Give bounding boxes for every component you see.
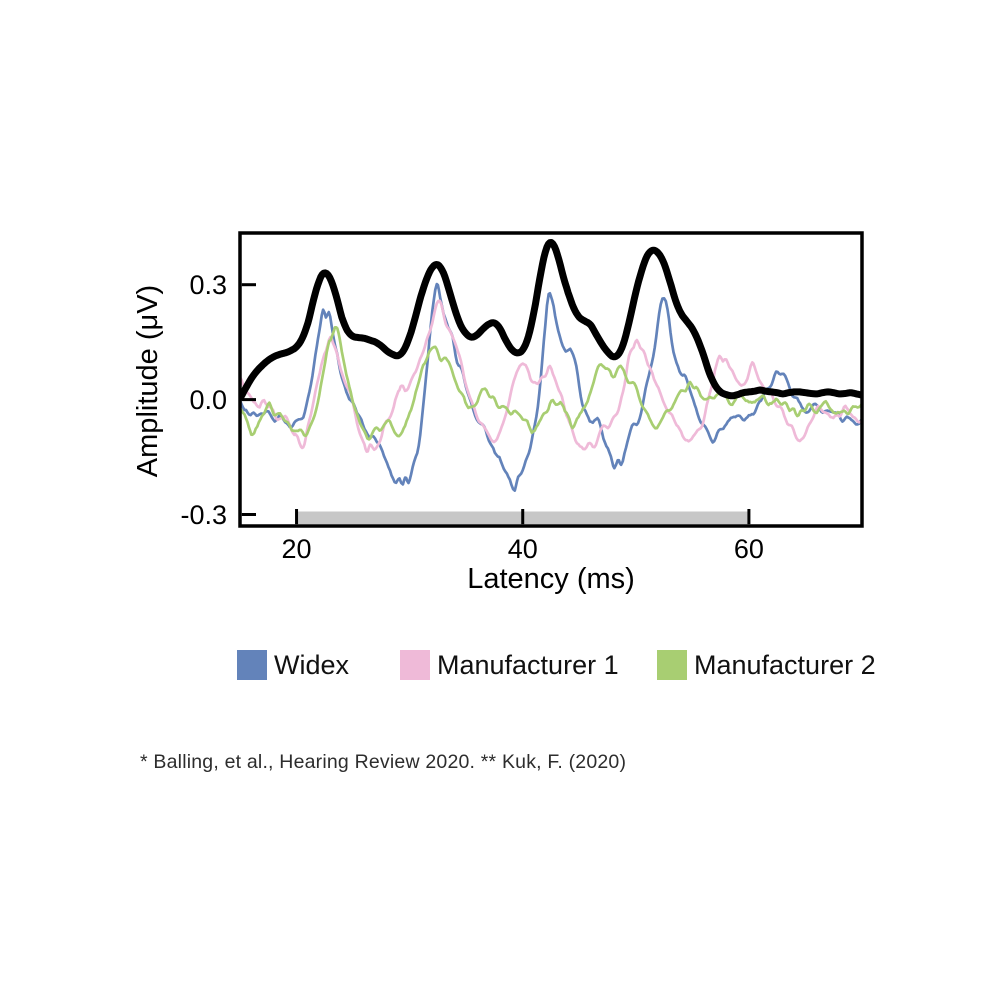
y-axis-title: Amplitude (μV)	[132, 285, 164, 477]
footnote-citation: * Balling, et al., Hearing Review 2020. …	[140, 751, 627, 773]
y-tick-label: -0.3	[180, 500, 227, 530]
legend-item-manufacturer-2: Manufacturer 2	[657, 649, 876, 681]
legend-swatch-manufacturer-1	[400, 650, 430, 680]
x-tick-label: 20	[282, 534, 312, 564]
y-tick-label: 0.0	[189, 385, 227, 415]
legend-item-widex: Widex	[237, 649, 349, 681]
axis-tick-labels: 0.3 0.0 -0.3 20 40 60	[180, 270, 763, 564]
x-tick-label: 60	[734, 534, 764, 564]
legend-label-manufacturer-2: Manufacturer 2	[694, 649, 876, 680]
legend: Widex Manufacturer 1 Manufacturer 2	[0, 649, 1000, 681]
series-line-manufacturer-2	[240, 325, 862, 441]
y-tick-label: 0.3	[189, 270, 227, 300]
series-group	[240, 239, 862, 492]
x-tick-label: 40	[508, 534, 538, 564]
legend-label-widex: Widex	[274, 649, 350, 680]
legend-label-manufacturer-1: Manufacturer 1	[437, 649, 619, 680]
axis-ticks	[241, 283, 751, 525]
series-line-bold-black	[240, 239, 862, 402]
x-axis-title: Latency (ms)	[467, 563, 635, 595]
series-line-manufacturer-1	[240, 299, 862, 453]
legend-swatch-widex	[237, 650, 267, 680]
series-line-widex	[240, 282, 862, 492]
legend-swatch-manufacturer-2	[657, 650, 687, 680]
plot-border	[238, 231, 864, 528]
legend-item-manufacturer-1: Manufacturer 1	[400, 649, 619, 681]
